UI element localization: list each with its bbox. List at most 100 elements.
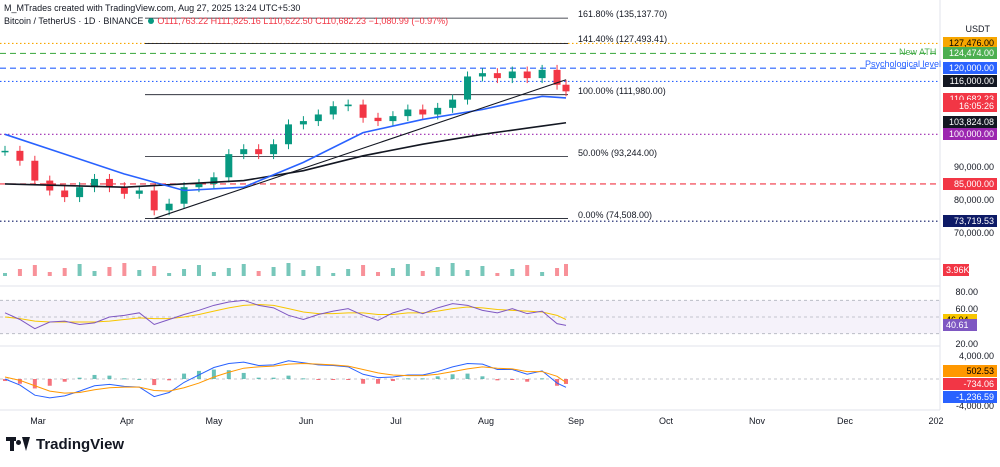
rsi-value-label: 40.61 <box>943 318 977 331</box>
x-axis: Mar Apr May Jun Jul Aug Sep Oct Nov Dec 202 <box>30 416 943 426</box>
macd-histogram-bar <box>450 374 455 379</box>
x-tick-label: Jun <box>299 416 314 426</box>
ascending-trendline <box>154 79 567 220</box>
y-tick-label: 70,000.00 <box>953 228 994 239</box>
volume-bar <box>62 268 67 276</box>
candle-body <box>434 107 442 115</box>
volume-bar <box>182 269 187 276</box>
macd-histogram-bar <box>495 379 500 381</box>
symbol-name[interactable]: Bitcoin / TetherUS · 1D · BINANCE <box>4 16 144 26</box>
candle-body <box>314 114 322 122</box>
y-tick-label: 90,000.00 <box>953 162 994 173</box>
candle-body <box>464 76 472 100</box>
macd-histogram-bar <box>17 379 22 384</box>
volume-bar <box>390 268 395 276</box>
currency-label: USDT <box>965 24 991 34</box>
candle-body <box>1 150 9 153</box>
macd-line <box>4 360 567 399</box>
rsi-line <box>4 299 567 330</box>
macd-histogram-bar <box>77 377 82 379</box>
macd-histogram-bar <box>167 379 172 381</box>
candle-body <box>493 73 501 79</box>
volume-bar <box>540 272 545 276</box>
candle-body <box>105 178 113 188</box>
price-axis-label: 124,474.00 <box>943 47 997 60</box>
creator-line: M_MTrades created with TradingView.com, … <box>4 3 301 13</box>
fib-level-label: 141.40% (127,493.41) <box>578 34 668 45</box>
candle-body <box>255 149 263 155</box>
candle-body <box>329 106 337 115</box>
grid-lines <box>0 0 941 411</box>
candle-body <box>240 149 248 155</box>
macd-histogram-bar <box>286 375 291 379</box>
candle-body <box>404 109 412 117</box>
candle-body <box>284 124 292 145</box>
candle-body <box>210 177 218 184</box>
volume-bar <box>152 266 157 276</box>
volume-bar <box>316 266 321 276</box>
macd-histogram-bar <box>525 379 530 382</box>
candle-body <box>91 178 99 188</box>
tradingview-brand[interactable]: TradingView <box>6 436 124 453</box>
volume-bar <box>47 272 52 276</box>
candle-body <box>165 203 173 211</box>
volume-bar <box>361 265 366 276</box>
candle-body <box>195 183 203 188</box>
symbol-line: Bitcoin / TetherUS · 1D · BINANCE O111,76… <box>4 16 448 26</box>
ohlc-values: O111,763.22 H111,825.16 L110,622.50 C110… <box>157 16 449 26</box>
macd-histogram-bar <box>241 372 246 379</box>
macd-histogram-bar <box>555 379 560 386</box>
macd-histogram-bar <box>47 379 52 386</box>
candle-body <box>562 84 570 92</box>
candle-body <box>419 109 427 115</box>
candle-body <box>270 144 278 155</box>
rsi-tick-label: 20.00 <box>955 339 978 349</box>
macd-histogram-bar <box>137 379 142 380</box>
rsi-tick-label: 80.00 <box>955 287 978 297</box>
horizontal-levels <box>0 42 940 222</box>
volume-bar <box>480 266 485 276</box>
macd-histogram-bar <box>480 376 485 379</box>
candle-body <box>299 121 307 125</box>
candle-body <box>374 117 382 122</box>
candle-body <box>150 190 158 211</box>
volume-bar <box>376 272 381 276</box>
x-tick-label: 202 <box>928 416 943 426</box>
x-tick-label: Apr <box>120 416 134 426</box>
macd-histogram-bar <box>405 378 410 380</box>
macd-histogram-bar <box>316 379 321 380</box>
macd-histogram-bar <box>152 379 157 386</box>
volume-pane <box>3 263 568 276</box>
price-series <box>1 64 570 220</box>
macd-histogram-bar <box>435 376 440 379</box>
macd-histogram-bar <box>226 370 231 379</box>
candle-body <box>344 104 352 107</box>
volume-bar <box>331 273 336 276</box>
candle-body <box>31 160 39 181</box>
market-status-dot <box>148 18 155 24</box>
candle-body <box>478 73 486 77</box>
macd-histogram-bar <box>62 379 67 382</box>
candle-body <box>359 104 367 118</box>
candle-body <box>449 99 457 108</box>
macd-histogram-bar <box>420 378 425 380</box>
volume-bar <box>241 264 246 276</box>
price-axis-label: 127,476.00 <box>943 37 997 50</box>
rsi-pane <box>0 299 940 335</box>
price-axis-label: 103,824.08 <box>943 115 997 128</box>
macd-histogram-bar <box>564 379 568 384</box>
volume-bar <box>271 267 276 276</box>
x-tick-label: Mar <box>30 416 46 426</box>
candle-body <box>61 190 69 198</box>
volume-bar <box>32 265 37 276</box>
volume-bar <box>3 273 7 276</box>
candle-body <box>389 116 397 122</box>
volume-bar <box>17 269 22 276</box>
tradingview-logo-icon <box>6 436 30 453</box>
volume-bar <box>405 264 410 276</box>
volume-bar <box>92 271 97 276</box>
volume-bar <box>196 265 201 276</box>
volume-bar <box>226 268 231 276</box>
sma50-line <box>4 95 567 192</box>
